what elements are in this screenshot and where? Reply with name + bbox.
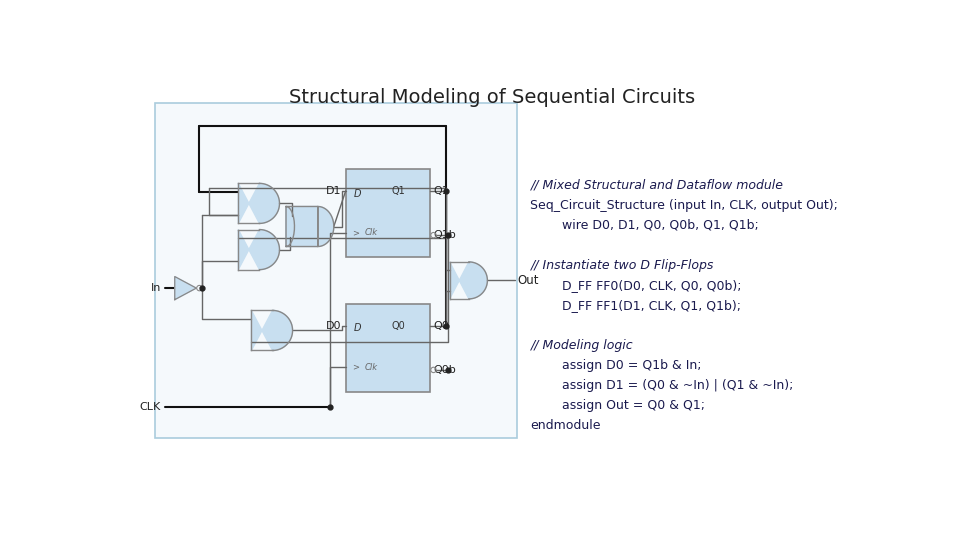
Text: Q1b: Q1b — [434, 230, 456, 240]
Polygon shape — [449, 262, 488, 299]
Text: wire D0, D1, Q0, Q0b, Q1, Q1b;: wire D0, D1, Q0, Q0b, Q1, Q1b; — [531, 219, 759, 232]
Polygon shape — [175, 276, 196, 300]
Text: Q0: Q0 — [434, 321, 449, 330]
Text: endmodule: endmodule — [531, 419, 601, 432]
Polygon shape — [238, 230, 279, 269]
Text: Out: Out — [517, 274, 539, 287]
Text: Clk: Clk — [365, 363, 377, 372]
Text: Q1: Q1 — [392, 186, 405, 196]
Text: >: > — [352, 363, 359, 372]
Text: assign D0 = Q1b & In;: assign D0 = Q1b & In; — [531, 359, 702, 372]
Text: // Instantiate two D Flip-Flops: // Instantiate two D Flip-Flops — [531, 259, 714, 272]
Polygon shape — [286, 206, 334, 247]
Text: assign D1 = (Q0 & ~In) | (Q1 & ~In);: assign D1 = (Q0 & ~In) | (Q1 & ~In); — [531, 379, 794, 392]
Bar — [346, 168, 430, 257]
Polygon shape — [252, 310, 293, 350]
Text: Clk: Clk — [365, 228, 377, 237]
Text: Seq_Circuit_Structure (input In, CLK, output Out);: Seq_Circuit_Structure (input In, CLK, ou… — [531, 199, 838, 212]
Text: D: D — [354, 188, 362, 199]
Text: CLK: CLK — [139, 402, 161, 413]
Text: D_FF FF0(D0, CLK, Q0, Q0b);: D_FF FF0(D0, CLK, Q0, Q0b); — [531, 279, 742, 292]
Bar — [346, 303, 430, 392]
Text: >: > — [352, 228, 359, 237]
Polygon shape — [238, 184, 279, 224]
Text: In: In — [151, 283, 161, 293]
Text: D: D — [354, 323, 362, 333]
Text: // Mixed Structural and Dataflow module: // Mixed Structural and Dataflow module — [531, 179, 783, 192]
Text: D0: D0 — [326, 321, 342, 330]
Bar — [155, 103, 516, 438]
Text: assign Out = Q0 & Q1;: assign Out = Q0 & Q1; — [531, 399, 706, 412]
Text: Q0b: Q0b — [434, 365, 456, 375]
Text: // Modeling logic: // Modeling logic — [531, 339, 634, 352]
Text: Q1: Q1 — [434, 186, 449, 196]
Text: Structural Modeling of Sequential Circuits: Structural Modeling of Sequential Circui… — [289, 88, 695, 107]
Text: D1: D1 — [326, 186, 342, 196]
Text: Q0: Q0 — [392, 321, 405, 330]
Text: D_FF FF1(D1, CLK, Q1, Q1b);: D_FF FF1(D1, CLK, Q1, Q1b); — [531, 299, 741, 312]
